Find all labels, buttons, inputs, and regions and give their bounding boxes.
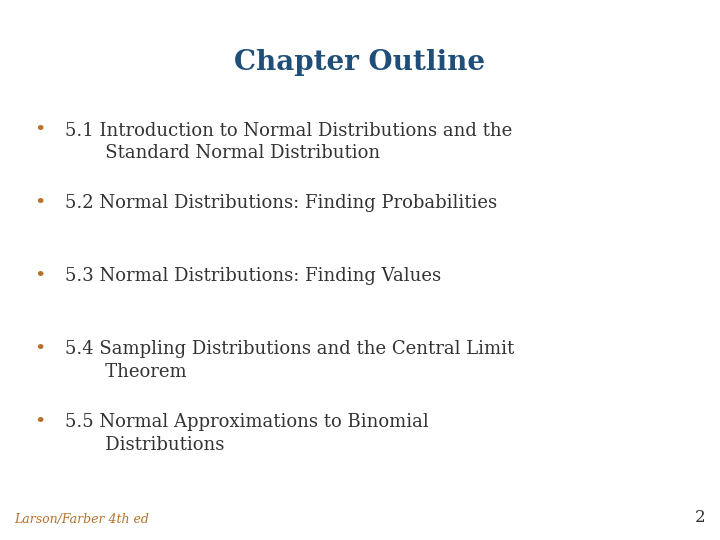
Text: •: •: [34, 340, 45, 358]
Text: 5.3 Normal Distributions: Finding Values: 5.3 Normal Distributions: Finding Values: [65, 267, 441, 285]
Text: •: •: [34, 267, 45, 285]
Text: Larson/Farber 4th ed: Larson/Farber 4th ed: [14, 514, 149, 526]
Text: 5.1 Introduction to Normal Distributions and the
       Standard Normal Distribu: 5.1 Introduction to Normal Distributions…: [65, 122, 512, 163]
Text: •: •: [34, 122, 45, 139]
Text: 2: 2: [695, 510, 706, 526]
Text: 5.5 Normal Approximations to Binomial
       Distributions: 5.5 Normal Approximations to Binomial Di…: [65, 413, 428, 454]
Text: 5.2 Normal Distributions: Finding Probabilities: 5.2 Normal Distributions: Finding Probab…: [65, 194, 497, 212]
Text: Chapter Outline: Chapter Outline: [235, 49, 485, 76]
Text: •: •: [34, 413, 45, 431]
Text: 5.4 Sampling Distributions and the Central Limit
       Theorem: 5.4 Sampling Distributions and the Centr…: [65, 340, 514, 381]
Text: •: •: [34, 194, 45, 212]
